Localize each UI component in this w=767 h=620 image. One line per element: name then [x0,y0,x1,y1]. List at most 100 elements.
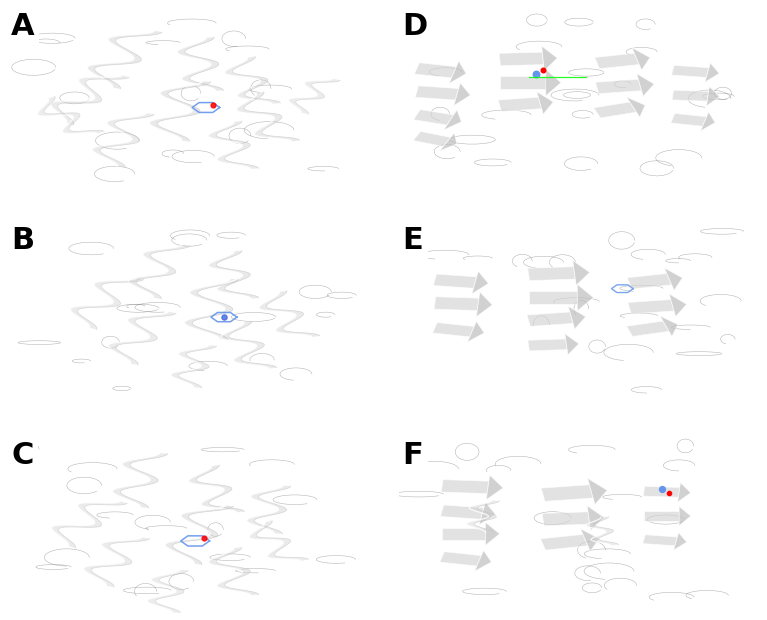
Polygon shape [443,110,462,130]
Polygon shape [454,83,470,106]
Polygon shape [475,551,492,571]
Polygon shape [705,63,719,82]
Polygon shape [189,465,245,512]
Polygon shape [209,121,258,169]
Polygon shape [486,475,503,500]
Polygon shape [439,133,457,151]
Polygon shape [498,97,542,112]
Polygon shape [434,297,479,311]
Polygon shape [442,528,486,539]
Polygon shape [672,90,709,101]
Polygon shape [664,268,683,291]
Polygon shape [679,507,691,526]
Polygon shape [413,131,451,146]
Polygon shape [441,480,489,494]
Polygon shape [542,512,590,526]
Polygon shape [673,533,686,550]
Polygon shape [594,53,639,69]
Polygon shape [588,478,607,505]
Polygon shape [546,69,561,96]
Polygon shape [568,306,586,329]
Polygon shape [594,102,637,118]
Polygon shape [413,110,453,125]
Polygon shape [225,56,281,104]
Polygon shape [147,570,188,613]
Polygon shape [479,502,495,525]
Polygon shape [542,485,593,502]
Point [207,100,219,110]
Polygon shape [439,552,482,566]
Polygon shape [467,321,484,342]
Polygon shape [184,279,238,340]
Polygon shape [595,79,641,94]
Polygon shape [171,345,216,388]
Polygon shape [209,250,258,299]
Polygon shape [500,76,546,89]
Point [198,533,210,542]
Polygon shape [113,453,168,508]
Polygon shape [527,312,573,326]
Text: B: B [12,226,35,255]
Point [656,484,668,494]
Polygon shape [288,79,340,114]
Polygon shape [433,274,476,288]
Polygon shape [669,294,686,317]
Polygon shape [92,113,154,167]
Polygon shape [528,291,578,304]
Polygon shape [51,502,127,548]
Polygon shape [660,316,678,337]
Polygon shape [259,291,320,337]
Polygon shape [177,37,223,91]
Polygon shape [644,486,680,497]
Polygon shape [678,482,691,502]
Polygon shape [440,505,484,519]
Polygon shape [637,74,654,97]
Polygon shape [573,260,590,285]
Point [537,65,549,75]
Point [218,312,230,322]
Text: C: C [12,441,34,471]
Text: A: A [12,12,35,40]
Polygon shape [541,534,588,550]
Polygon shape [150,81,211,141]
Polygon shape [128,245,190,299]
Polygon shape [671,113,706,126]
Polygon shape [237,92,299,141]
Polygon shape [632,48,650,70]
Polygon shape [581,529,600,551]
Polygon shape [415,86,459,100]
Point [530,69,542,79]
Polygon shape [528,339,567,351]
Polygon shape [84,538,150,587]
Polygon shape [51,75,129,125]
Polygon shape [165,505,233,565]
Polygon shape [627,97,645,117]
Polygon shape [108,312,176,365]
Polygon shape [643,535,677,546]
Polygon shape [499,52,544,66]
Polygon shape [706,87,719,106]
Polygon shape [246,485,291,534]
Polygon shape [472,271,489,294]
Text: E: E [403,226,423,255]
Polygon shape [209,547,258,595]
Polygon shape [414,63,456,78]
Polygon shape [249,521,308,561]
Polygon shape [627,273,672,289]
Polygon shape [466,500,499,533]
Polygon shape [578,284,594,311]
Polygon shape [644,511,679,521]
Polygon shape [628,299,674,314]
Polygon shape [486,522,500,546]
Polygon shape [565,334,579,355]
Polygon shape [700,112,715,131]
Polygon shape [476,292,492,317]
Polygon shape [587,505,604,531]
Polygon shape [542,46,558,71]
Polygon shape [537,92,553,114]
Point [663,488,675,498]
Text: D: D [403,12,428,40]
Text: F: F [403,441,423,471]
Polygon shape [449,61,466,84]
Polygon shape [71,278,143,329]
